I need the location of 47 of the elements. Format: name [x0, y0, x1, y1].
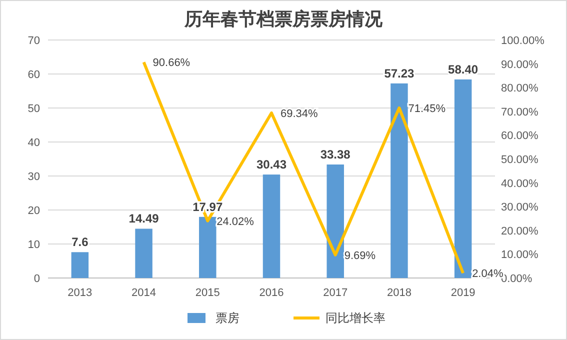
- chart-title: 历年春节档票房票房情况: [184, 9, 384, 29]
- bar: [135, 228, 152, 278]
- legend-label: 票房: [216, 311, 240, 325]
- data-label: 33.38: [320, 148, 351, 162]
- y2-tick-label: 100.00%: [501, 35, 545, 47]
- legend-label: 同比增长率: [326, 311, 386, 325]
- y-tick-label: 60: [28, 69, 40, 81]
- data-label: 9.69%: [344, 250, 376, 262]
- y-tick-label: 70: [28, 35, 40, 47]
- y-tick-label: 30: [28, 171, 40, 183]
- x-tick-label: 2019: [450, 287, 476, 299]
- x-tick-label: 2015: [195, 287, 220, 299]
- data-label: 7.6: [72, 235, 89, 250]
- x-tick-label: 2017: [323, 287, 348, 299]
- data-label: 30.43: [256, 158, 287, 172]
- data-label: 90.66%: [152, 57, 190, 70]
- bar: [199, 216, 216, 278]
- bar: [454, 79, 472, 278]
- data-label: 69.34%: [280, 108, 318, 120]
- y-tick-label: 10: [28, 239, 40, 251]
- y-tick-label: 40: [28, 137, 40, 149]
- y2-tick-label: 10.00%: [501, 249, 539, 262]
- y-tick-label: 50: [28, 103, 40, 115]
- bar: [262, 174, 280, 278]
- bar: [326, 164, 344, 278]
- data-label: 2.04%: [472, 268, 504, 280]
- data-label: 71.45%: [408, 102, 446, 115]
- data-label: 58.40: [448, 62, 478, 76]
- bar: [390, 83, 408, 278]
- y2-tick-label: 60.00%: [501, 130, 539, 142]
- y-tick-label: 20: [28, 205, 40, 217]
- y2-tick-label: 80.00%: [501, 82, 539, 95]
- y2-tick-label: 50.00%: [501, 154, 539, 166]
- x-tick-label: 2014: [132, 287, 156, 299]
- data-label: 57.23: [384, 66, 415, 80]
- y-tick-label: 0: [34, 273, 40, 285]
- y2-tick-label: 90.00%: [501, 58, 539, 71]
- y2-tick-label: 20.00%: [501, 225, 539, 238]
- x-tick-label: 2018: [386, 287, 412, 299]
- x-tick-label: 2013: [68, 287, 92, 299]
- bar: [71, 252, 89, 278]
- y2-tick-label: 40.00%: [501, 178, 539, 190]
- y2-tick-label: 70.00%: [501, 106, 539, 118]
- x-tick-label: 2016: [259, 287, 284, 299]
- data-label: 14.49: [128, 212, 160, 226]
- data-label: 24.02%: [216, 216, 254, 228]
- y2-tick-label: 30.00%: [501, 202, 539, 214]
